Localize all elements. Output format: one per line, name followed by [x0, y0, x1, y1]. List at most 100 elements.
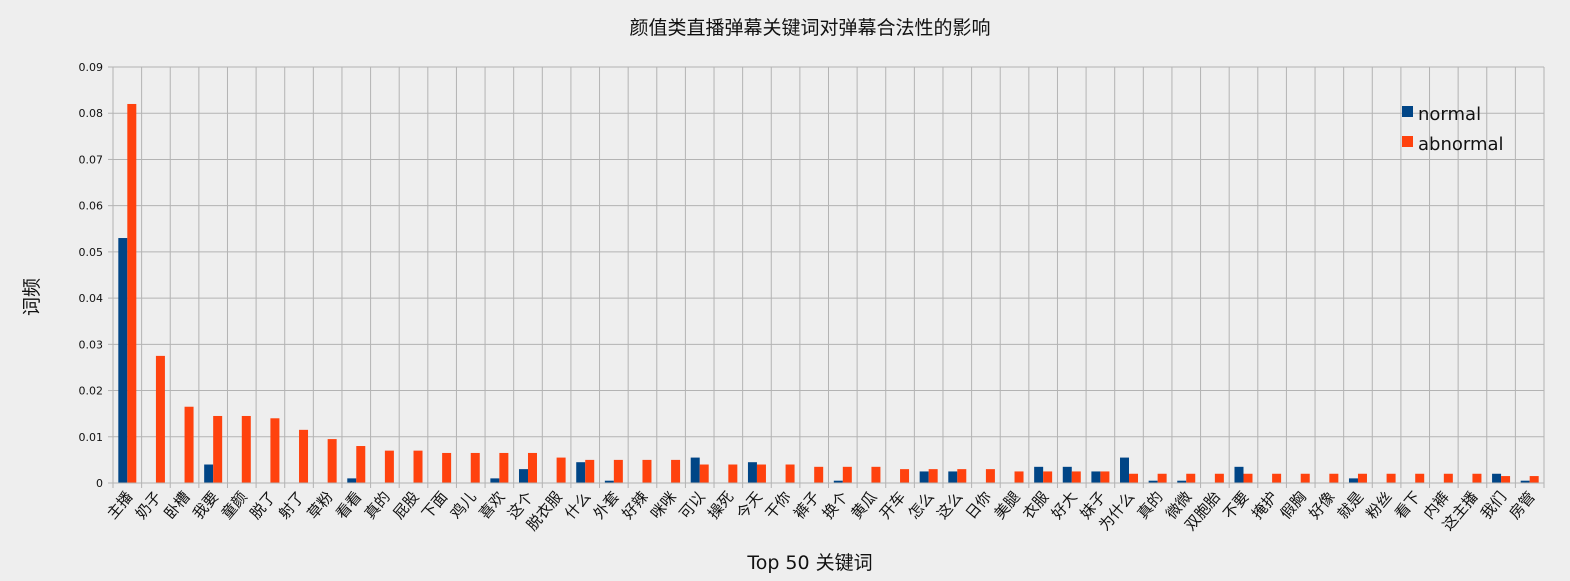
bar-abnormal — [1472, 473, 1482, 483]
legend-label-normal: normal — [1418, 104, 1481, 125]
bar-abnormal — [442, 452, 452, 483]
bar-normal — [1091, 471, 1101, 483]
bar-normal — [690, 457, 700, 483]
bar-abnormal — [1243, 473, 1253, 483]
bar-abnormal — [814, 466, 824, 483]
bar-normal — [1062, 466, 1072, 483]
bar-abnormal — [470, 452, 480, 483]
x-tick-label: 就是 — [1334, 488, 1367, 523]
legend-label-abnormal: abnormal — [1418, 134, 1504, 155]
bar-abnormal — [327, 439, 337, 483]
x-tick-label: 卧槽 — [161, 488, 194, 523]
bar-abnormal — [1071, 471, 1081, 483]
x-tick-label: 裤子 — [790, 488, 823, 523]
bar-abnormal — [1443, 473, 1453, 483]
x-tick-label: 屁股 — [389, 488, 422, 523]
x-tick-label: 外套 — [590, 488, 623, 523]
bar-normal — [118, 238, 128, 483]
x-tick-label: 这么 — [933, 488, 966, 523]
bar-abnormal — [1157, 473, 1167, 483]
bar-normal — [747, 462, 757, 483]
bar-abnormal — [842, 466, 852, 483]
bar-abnormal — [1357, 473, 1367, 483]
bar-abnormal — [785, 464, 795, 483]
bar-normal — [347, 478, 357, 483]
x-tick-label: 喜欢 — [475, 488, 508, 523]
x-tick-label: 下面 — [418, 488, 451, 523]
bar-abnormal — [213, 415, 223, 483]
bar-normal — [576, 462, 586, 483]
x-tick-label: 好大 — [1048, 488, 1081, 523]
bar-abnormal — [270, 418, 280, 483]
x-tick-label: 童颜 — [218, 488, 251, 523]
x-tick-label: 我们 — [1477, 488, 1510, 523]
bar-normal — [1120, 457, 1130, 483]
y-axis-label: 词频 — [21, 278, 43, 316]
bar-abnormal — [299, 429, 309, 483]
bar-abnormal — [356, 446, 366, 483]
bar-abnormal — [1415, 473, 1425, 483]
bar-normal — [948, 471, 958, 483]
x-tick-label: 什么 — [561, 488, 594, 523]
bar-abnormal — [900, 469, 910, 483]
bar-normal — [518, 469, 528, 483]
bar-normal — [1177, 480, 1187, 483]
x-tick-label: 咪咪 — [647, 488, 680, 523]
bar-abnormal — [1300, 473, 1310, 483]
bar-abnormal — [241, 415, 251, 483]
bar-normal — [490, 478, 500, 483]
x-tick-label: 干你 — [762, 488, 795, 523]
bar-abnormal — [1186, 473, 1196, 483]
bar-abnormal — [1501, 476, 1511, 483]
x-tick-label: 草粉 — [304, 488, 337, 523]
x-tick-label: 脱了 — [246, 488, 279, 523]
x-tick-label: 日你 — [962, 488, 995, 523]
x-tick-label: 好辣 — [618, 488, 651, 523]
x-tick-label: 鸡儿 — [447, 488, 480, 523]
bar-normal — [1234, 466, 1244, 483]
x-tick-label: 怎么 — [905, 488, 938, 523]
y-tick-label: 0.02 — [79, 385, 104, 398]
bar-abnormal — [699, 464, 709, 483]
x-tick-label: 好像 — [1305, 488, 1338, 523]
x-tick-label: 射了 — [275, 488, 308, 523]
bar-normal — [1520, 480, 1530, 483]
x-tick-label: 黄瓜 — [847, 488, 880, 523]
y-tick-label: 0.05 — [79, 246, 104, 259]
x-tick-label: 可以 — [676, 488, 709, 523]
bar-abnormal — [384, 450, 394, 483]
y-tick-label: 0.09 — [79, 61, 104, 74]
grid — [112, 66, 1545, 488]
legend-swatch-abnormal — [1402, 136, 1413, 147]
bar-abnormal — [527, 452, 537, 483]
bar-abnormal — [184, 406, 194, 483]
bar-abnormal — [642, 459, 652, 483]
y-tick-label: 0.03 — [79, 338, 104, 351]
y-tick-label: 0.06 — [79, 200, 104, 213]
y-tick-label: 0.01 — [79, 431, 104, 444]
bar-abnormal — [556, 457, 566, 483]
bar-abnormal — [1329, 473, 1339, 483]
bar-normal — [833, 480, 843, 483]
x-tick-label: 假胸 — [1277, 488, 1310, 523]
bar-abnormal — [585, 459, 595, 483]
bar-abnormal — [756, 464, 766, 483]
bar-normal — [1034, 466, 1044, 483]
x-tick-label: 我要 — [189, 488, 222, 523]
bar-abnormal — [728, 464, 738, 483]
chart-title: 颜值类直播弹幕关键词对弹幕合法性的影响 — [629, 17, 990, 39]
x-tick-label: 真的 — [361, 488, 394, 523]
bar-abnormal — [127, 103, 137, 483]
bar-normal — [604, 480, 614, 483]
bar-abnormal — [871, 466, 881, 483]
bar-abnormal — [1129, 473, 1139, 483]
y-tick-label: 0 — [96, 477, 103, 490]
x-tick-label: 房管 — [1506, 488, 1539, 523]
x-tick-label: 真的 — [1134, 488, 1167, 523]
bar-abnormal — [499, 452, 509, 483]
bar-abnormal — [1043, 471, 1053, 483]
bar-abnormal — [928, 469, 938, 483]
bar-abnormal — [1529, 476, 1539, 483]
